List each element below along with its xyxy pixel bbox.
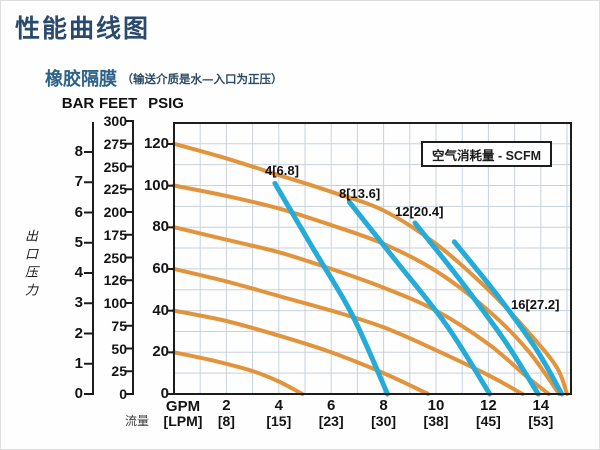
bar-axis-label: 8 <box>74 143 83 160</box>
gpm-tick-label: 14 <box>532 397 550 414</box>
psig-axis-label: 80 <box>152 218 169 236</box>
plot-border <box>173 122 572 395</box>
feet-axis-label: 250 <box>103 249 127 266</box>
psig-axis-label: 100 <box>143 176 169 194</box>
bar-axis-header: BAR <box>61 95 95 112</box>
bar-axis-label: 1 <box>74 354 83 372</box>
feet-axis-label: 175 <box>103 226 127 243</box>
feet-axis-header: FEET <box>99 95 138 112</box>
psig-axis-label: 40 <box>152 301 169 319</box>
psig-axis-label: 0 <box>160 385 169 403</box>
water-curve-40 <box>172 308 431 396</box>
lpm-tick-label: [38] <box>423 413 449 429</box>
feet-axis-label: 0 <box>119 386 127 402</box>
bar-axis-label: 5 <box>74 233 83 251</box>
lpm-tick-label: [8] <box>217 413 235 429</box>
lpm-tick-label: [30] <box>371 413 397 429</box>
scfm-label-4: 4[6.8] <box>265 163 299 178</box>
bar-axis-label: 2 <box>74 324 83 342</box>
bar-axis-label: 3 <box>74 294 83 312</box>
feet-axis-label: 100 <box>103 295 127 311</box>
lpm-tick-label: [45] <box>475 413 501 429</box>
air-line-8[13.6] <box>347 199 493 397</box>
feet-axis-label: 250 <box>103 158 127 175</box>
flow-label: 流量 <box>125 414 150 428</box>
air-line-12[20.4] <box>412 220 541 397</box>
psig-axis-header: PSIG <box>148 95 184 112</box>
water-curve-20 <box>172 350 305 396</box>
psig-axis-label: 120 <box>143 135 169 152</box>
water-pressure-curves <box>172 141 569 396</box>
scale-rulers <box>84 120 174 396</box>
gpm-tick-label: 6 <box>327 397 336 414</box>
outlet-pressure-label: 出口压力 <box>22 229 37 301</box>
gpm-tick-label: 12 <box>480 397 497 414</box>
lpm-tick-label: [15] <box>266 413 292 429</box>
page-title: 性能曲线图 <box>15 14 151 43</box>
lpm-unit-label: [LPM] <box>163 413 203 429</box>
feet-axis-label: 50 <box>111 340 127 357</box>
scfm-label-12: 12[20.4] <box>395 204 444 219</box>
feet-axis-label: 75 <box>111 317 127 334</box>
air-consumption-lines <box>272 180 565 397</box>
feet-axis-label: 300 <box>103 113 127 129</box>
water-curve-120 <box>172 141 569 396</box>
feet-axis-label: 25 <box>111 363 127 380</box>
gpm-tick-label: 4 <box>274 397 283 414</box>
air-line-4[6.8] <box>272 180 390 397</box>
bar-axis-label: 4 <box>74 264 83 281</box>
legend-box: 空气消耗量 - SCFM <box>421 141 552 167</box>
scfm-label-16: 16[27.2] <box>511 297 560 312</box>
psig-axis-label: 20 <box>152 343 169 361</box>
bar-axis-label: 7 <box>74 173 83 191</box>
feet-axis-label: 275 <box>103 135 127 152</box>
gpm-unit-label: GPM <box>165 398 201 415</box>
subtitle-row: 橡胶隔膜 （输送介质是水—入口为正压） <box>45 65 282 91</box>
water-curve-60 <box>172 266 525 396</box>
legend-label: 空气消耗量 - SCFM <box>431 148 542 163</box>
psig-axis-label: 60 <box>152 260 169 277</box>
scfm-label-8: 8[13.6] <box>339 186 381 201</box>
feet-axis-label: 225 <box>103 181 127 198</box>
gpm-tick-label: 8 <box>379 397 388 414</box>
gpm-tick-label: 2 <box>222 397 231 414</box>
water-curve-80 <box>172 225 551 396</box>
bar-axis-label: 6 <box>74 203 83 221</box>
feet-axis-label: 200 <box>103 204 127 220</box>
feet-axis-label: 126 <box>103 272 127 289</box>
pump-type-label: 橡胶隔膜 <box>45 69 117 90</box>
lpm-tick-label: [53] <box>528 413 554 429</box>
lpm-tick-label: [23] <box>318 413 344 429</box>
pump-type-note: （输送介质是水—入口为正压） <box>121 72 283 86</box>
air-line-16[27.2] <box>451 239 565 397</box>
gpm-tick-label: 10 <box>427 397 445 414</box>
bar-axis-label: 0 <box>74 385 83 402</box>
